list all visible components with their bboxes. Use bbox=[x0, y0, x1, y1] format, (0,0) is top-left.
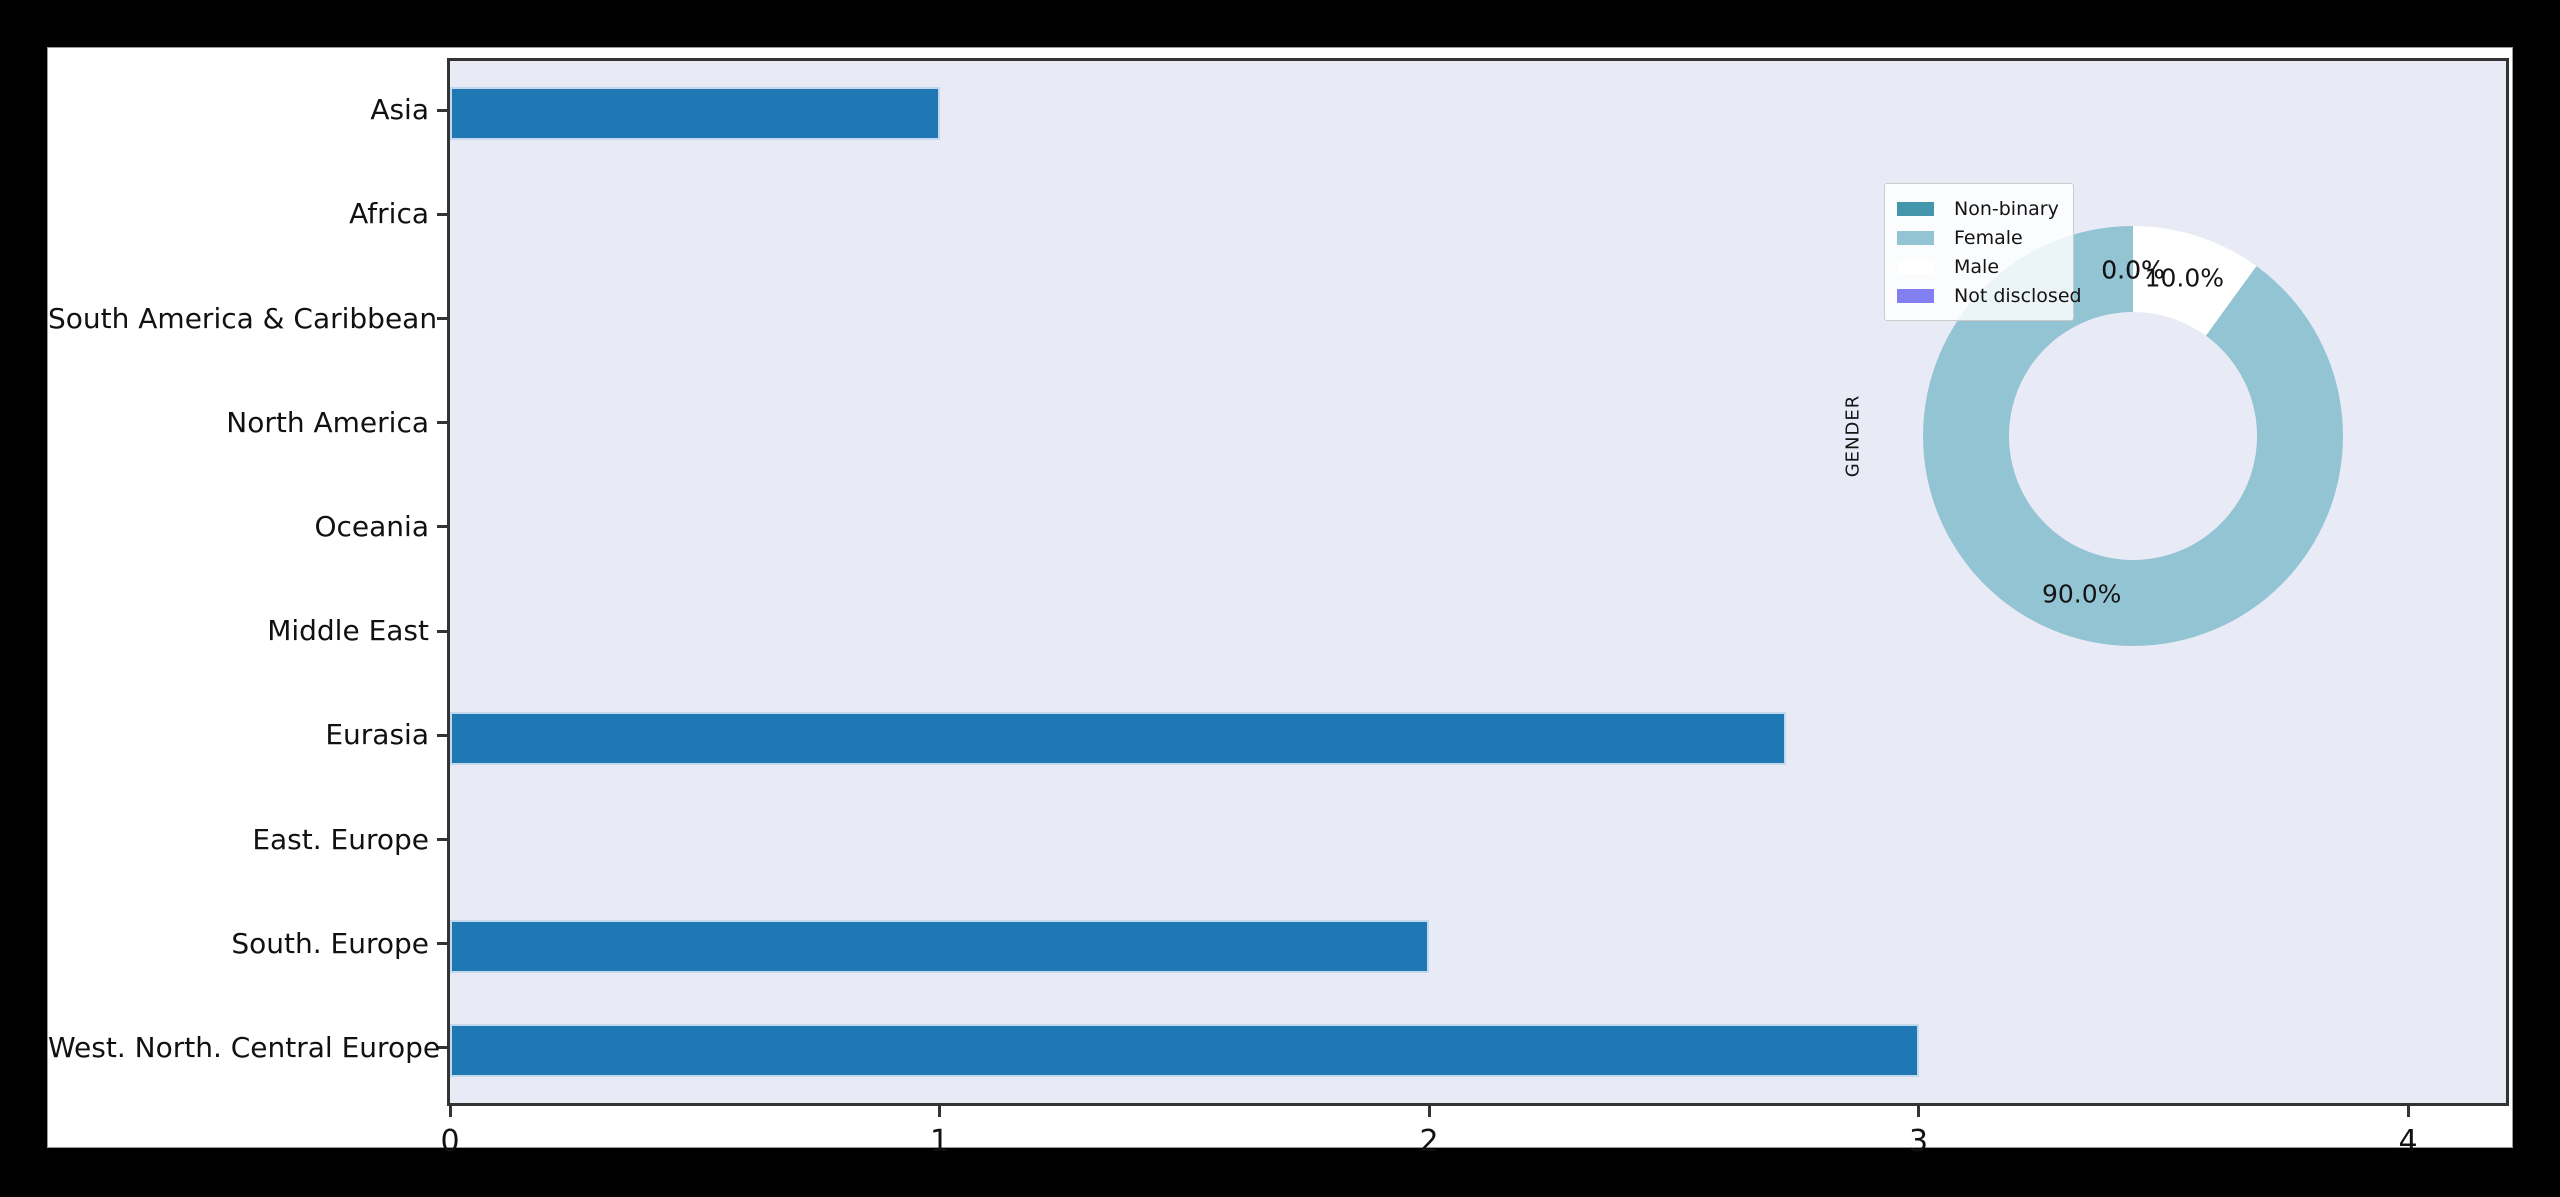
y-tick-label: West. North. Central Europe bbox=[48, 1030, 441, 1064]
donut-axis-title: GENDER bbox=[1842, 394, 1864, 478]
y-tick-label: South America & Caribbean bbox=[48, 301, 438, 335]
legend-swatch bbox=[1897, 259, 1934, 274]
y-tick-mark bbox=[437, 1046, 447, 1050]
y-tick-mark bbox=[437, 108, 447, 112]
y-tick-label: East. Europe bbox=[252, 822, 429, 856]
donut-hole bbox=[2009, 312, 2257, 560]
x-tick-mark bbox=[1917, 1106, 1921, 1117]
x-tick-label: 2 bbox=[1419, 1124, 1439, 1159]
legend-swatch bbox=[1897, 201, 1934, 216]
bar-south-europe bbox=[450, 920, 1430, 974]
legend-label: Male bbox=[1954, 255, 2000, 278]
y-tick-label: Africa bbox=[349, 197, 429, 231]
y-tick-label: South. Europe bbox=[231, 926, 429, 960]
x-tick-label: 3 bbox=[1909, 1124, 1929, 1159]
y-tick-label: Eurasia bbox=[325, 718, 429, 752]
bar-eurasia bbox=[450, 711, 1787, 765]
legend-item-female: Female bbox=[1897, 223, 2061, 252]
legend-label: Female bbox=[1954, 226, 2023, 249]
legend-item-male: Male bbox=[1897, 252, 2061, 281]
x-tick-label: 4 bbox=[2398, 1124, 2418, 1159]
y-tick-mark bbox=[437, 942, 447, 946]
x-tick-mark bbox=[1427, 1106, 1431, 1117]
pie-legend: Non-binary Female Male Not disclosed bbox=[1884, 183, 2082, 321]
pie-pct-label: 10.0% bbox=[2144, 263, 2225, 293]
legend-item-non-binary: Non-binary bbox=[1897, 194, 2061, 223]
legend-swatch bbox=[1897, 288, 1934, 303]
y-tick-mark bbox=[437, 525, 447, 529]
y-tick-label: North America bbox=[226, 405, 429, 439]
y-tick-label: Oceania bbox=[314, 509, 429, 543]
y-tick-mark bbox=[437, 629, 447, 633]
y-tick-label: Asia bbox=[370, 93, 429, 127]
bar-west-north-central-europe bbox=[450, 1024, 1919, 1078]
bar-asia bbox=[450, 86, 940, 140]
pie-pct-label: 90.0% bbox=[2041, 579, 2122, 609]
y-tick-mark bbox=[437, 733, 447, 737]
x-tick-mark bbox=[2406, 1106, 2410, 1117]
y-tick-mark bbox=[437, 421, 447, 425]
legend-label: Not disclosed bbox=[1954, 284, 2082, 307]
y-tick-mark bbox=[437, 838, 447, 841]
legend-swatch bbox=[1897, 230, 1934, 245]
x-tick-mark bbox=[448, 1106, 452, 1117]
x-tick-label: 1 bbox=[929, 1124, 950, 1159]
x-tick-mark bbox=[938, 1106, 942, 1117]
legend-item-not-disclosed: Not disclosed bbox=[1897, 281, 2082, 310]
y-tick-mark bbox=[437, 212, 447, 216]
x-tick-label: 0 bbox=[440, 1124, 460, 1159]
legend-label: Non-binary bbox=[1954, 197, 2059, 220]
y-tick-mark bbox=[437, 317, 447, 320]
pie-pct-label: 0.0% bbox=[2101, 255, 2165, 285]
y-tick-label: Middle East bbox=[267, 614, 429, 648]
figure-area: Asia Africa South America & Caribbean North… bbox=[47, 47, 2513, 1159]
pie-pct-label: 0.0% bbox=[2101, 255, 2165, 285]
